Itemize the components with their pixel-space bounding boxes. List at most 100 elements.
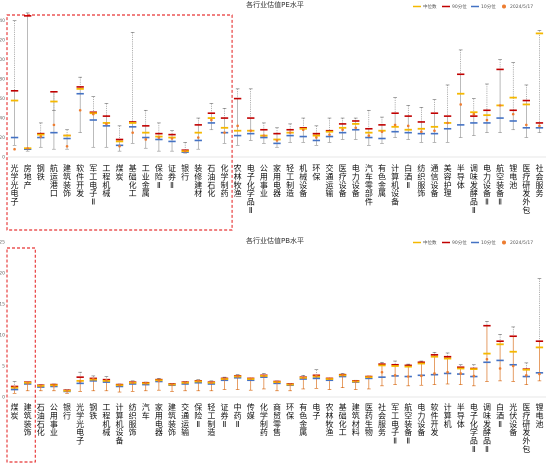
pe-category-label: 白酒 Ⅱ	[404, 163, 412, 190]
pb-highlight-box	[6, 247, 36, 463]
pb-category-label: 保险 Ⅱ	[194, 402, 202, 429]
pe-category-label: 钢铁	[37, 163, 45, 181]
pb-category-label: 纺织服饰	[129, 402, 137, 437]
pb-current-dot	[354, 380, 358, 383]
pb-category-label: 中药 Ⅱ	[234, 402, 242, 429]
pe-y-tick-label: 20	[0, 135, 5, 141]
pb-y-tick-label: 25	[0, 240, 5, 246]
pb-chart-title: 各行业估值PB水平	[246, 236, 304, 245]
pe-category-label: 房地产	[24, 163, 32, 190]
pe-category-label: 家用电器	[273, 163, 281, 198]
pe-category-label: 装修建材	[194, 163, 202, 198]
pe-current-dot	[511, 112, 515, 116]
pe-current-dot	[420, 130, 423, 133]
pe-category-label: 调味发酵品 Ⅱ	[470, 164, 478, 215]
pb-category-label: 医疗研发外包	[522, 403, 530, 454]
pe-category-label: 环保	[312, 164, 320, 181]
pb-current-dot	[341, 374, 344, 377]
pe-category-label: 石油石化	[207, 164, 215, 198]
pe-category-label: 有色金属	[378, 163, 386, 198]
pe-current-dot	[65, 144, 69, 148]
pb-category-label: 煤炭	[11, 402, 19, 420]
pe-current-dot	[433, 129, 436, 133]
pe-legend-marker-3	[502, 4, 506, 9]
pe-current-dot	[170, 137, 174, 140]
pb-current-dot	[196, 379, 200, 383]
pb-current-dot	[406, 375, 410, 378]
pe-current-dot	[538, 124, 541, 128]
pb-current-dot	[393, 374, 397, 377]
pb-current-dot	[275, 380, 279, 384]
pe-current-dot	[105, 122, 108, 126]
pb-current-dot	[91, 377, 95, 381]
pe-current-dot	[52, 123, 56, 127]
pe-legend-label-3: 2024/5/17	[510, 4, 533, 10]
pe-current-dot	[472, 112, 476, 116]
pb-current-dot	[472, 374, 476, 378]
pe-current-dot	[485, 118, 489, 122]
pe-chart-panel: 各行业估值PE水平 中位数 90分位 10分位 2024/5/17 0 20 40 60 80 10…	[0, 0, 546, 231]
pb-current-dot	[236, 375, 239, 378]
pe-category-label: 医疗设备	[339, 164, 347, 198]
pb-category-label: 轻工制造	[207, 402, 215, 437]
pb-category-label: 建筑材料	[352, 402, 360, 437]
pe-current-dot	[288, 131, 292, 134]
pb-category-label: 半导体	[457, 402, 465, 429]
pe-y-tick-label: 60	[0, 96, 5, 102]
pb-current-dot	[157, 379, 161, 383]
pb-current-dot	[118, 383, 121, 387]
pe-current-dot	[406, 124, 410, 128]
pe-current-dot	[315, 136, 318, 139]
pe-category-label: 纺织服饰	[417, 163, 425, 198]
pe-current-dot	[223, 131, 226, 134]
pe-current-dot	[262, 134, 266, 137]
pb-category-label: 工程机械	[102, 403, 110, 437]
pe-current-dot	[118, 144, 121, 148]
pb-legend-label-1: 90分位	[452, 239, 467, 246]
pe-current-dot	[196, 136, 200, 139]
pe-category-label: 基础化工	[129, 163, 137, 198]
pe-highlight-box	[6, 14, 233, 231]
pb-category-label: 汽车	[142, 402, 150, 420]
pb-y-tick-label: 20	[0, 271, 5, 277]
pe-current-dot	[249, 129, 253, 133]
pe-category-label: 证券 Ⅱ	[168, 164, 176, 190]
pb-current-dot	[144, 382, 148, 385]
pb-category-label: 建筑装饰	[168, 402, 176, 437]
pe-current-dot	[525, 123, 528, 127]
pe-category-label: 保险 Ⅱ	[155, 163, 163, 190]
pb-current-dot	[13, 385, 16, 389]
pb-legend-marker-3	[502, 240, 506, 245]
pe-category-label: 农林牧渔	[234, 163, 242, 198]
pe-current-dot	[13, 147, 16, 151]
pe-category-label: 军工电子 Ⅱ	[89, 164, 97, 207]
pe-category-label: 煤炭	[116, 163, 124, 181]
pe-category-label: 计算机设备	[391, 163, 399, 207]
pb-y-tick-label: 5	[2, 364, 5, 370]
pb-current-dot	[249, 377, 253, 380]
pb-current-dot	[498, 367, 502, 370]
pe-category-label: 工业金属	[142, 164, 150, 198]
pe-current-dot	[157, 136, 161, 139]
pb-category-label: 电子化学品 Ⅱ	[470, 402, 478, 454]
pe-current-dot	[328, 133, 331, 136]
pe-current-dot	[91, 112, 95, 116]
pe-legend-label-2: 10分位	[481, 3, 496, 10]
pe-category-label: 公用事业	[260, 164, 268, 198]
pb-y-tick-label: 0	[2, 395, 5, 401]
pe-y-tick-label: 100	[0, 57, 5, 63]
pe-current-dot	[459, 103, 463, 106]
pe-category-label: 机械设备	[299, 163, 307, 198]
pb-current-dot	[210, 381, 213, 385]
pe-category-label: 光学光电子	[11, 163, 19, 207]
pb-current-dot	[538, 372, 541, 376]
pe-category-label: 电力设备	[352, 163, 360, 198]
pe-category-label: 工程机械	[102, 164, 110, 198]
pe-current-dot	[301, 128, 305, 132]
pe-current-dot	[144, 138, 148, 141]
pb-current-dot	[183, 381, 187, 385]
pe-current-dot	[354, 126, 358, 130]
pb-current-dot	[328, 377, 331, 380]
pe-category-label: 银行	[181, 163, 189, 181]
pe-category-label: 交通运输	[325, 163, 333, 198]
